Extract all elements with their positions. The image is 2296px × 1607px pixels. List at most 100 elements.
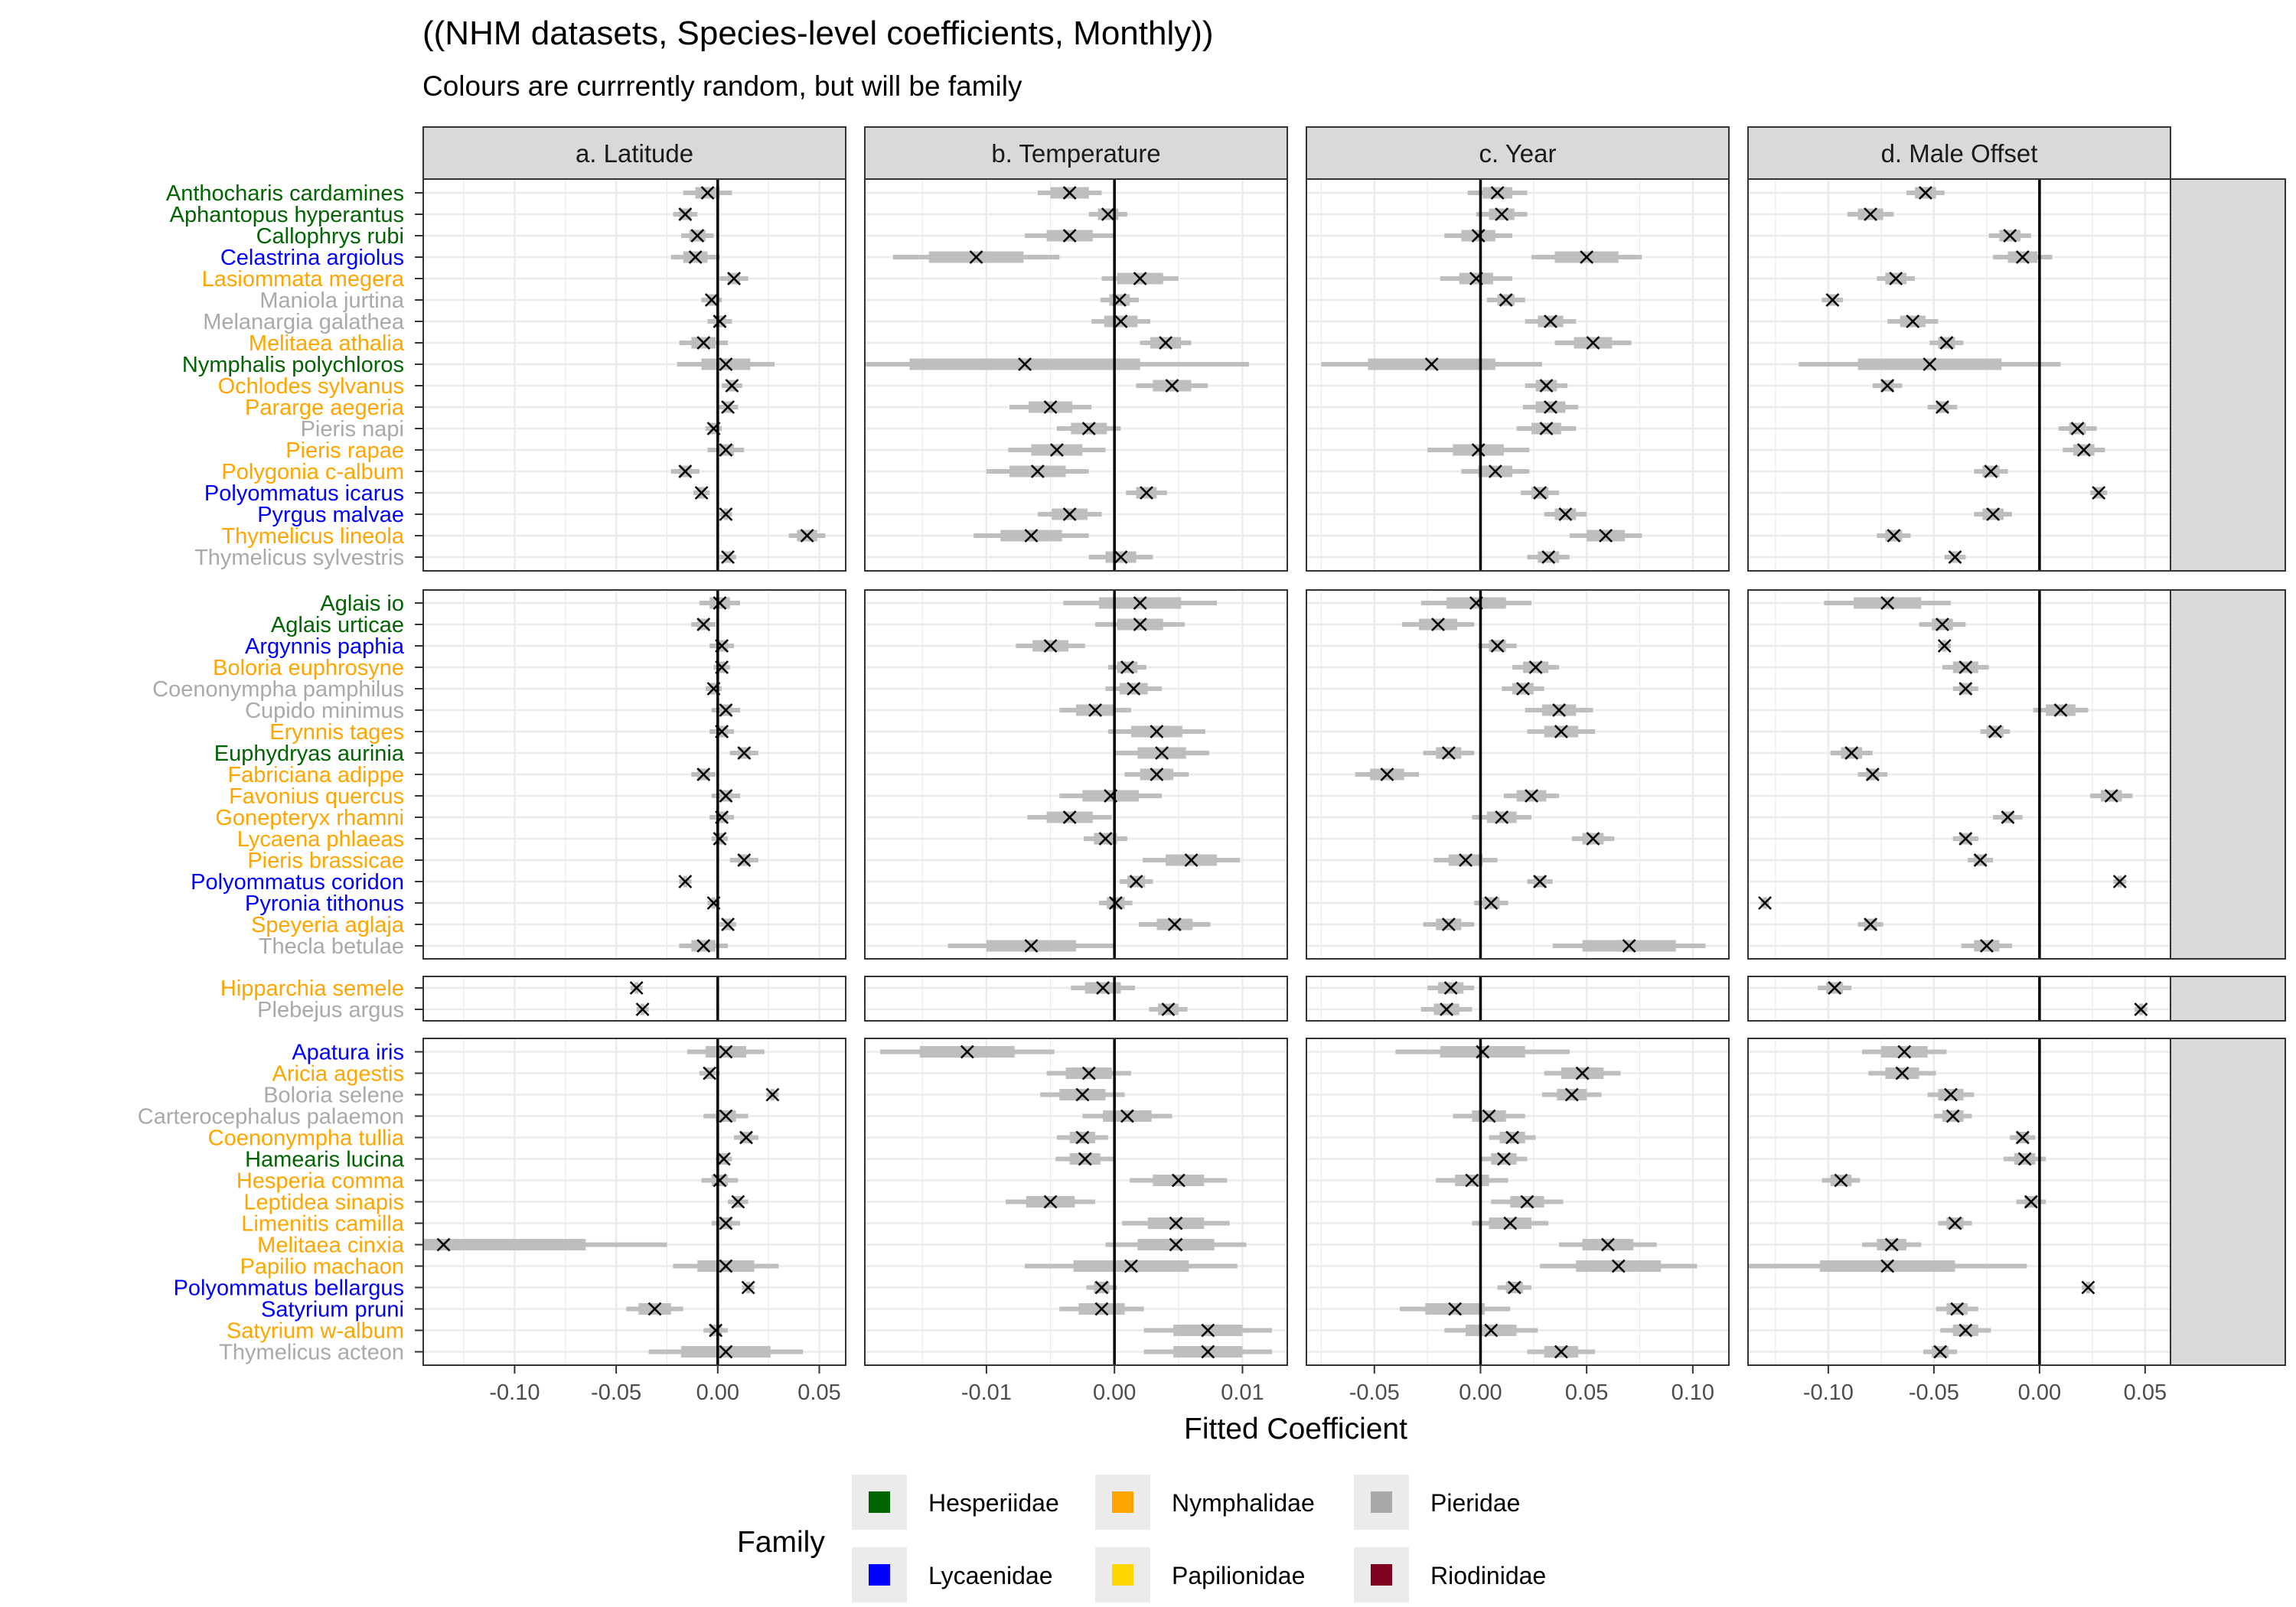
estimate-point <box>1541 550 1556 564</box>
estimate-point <box>688 250 703 264</box>
species-label: Polyommatus icarus <box>204 481 404 506</box>
estimate-point <box>719 1216 733 1231</box>
species-label: Melitaea cinxia <box>257 1234 405 1258</box>
species-label: Polygonia c-album <box>221 460 404 484</box>
panel <box>865 179 1287 571</box>
species-label: Polyommatus bellargus <box>174 1276 404 1301</box>
x-tick-label: 0.00 <box>2018 1380 2061 1405</box>
species-label: Aricia agestis <box>272 1062 404 1087</box>
estimate-point <box>2070 422 2085 435</box>
estimate-point <box>678 207 693 221</box>
estimate-point <box>1945 1109 1960 1123</box>
estimate-point <box>721 918 735 931</box>
species-label: Lasiommata megera <box>202 267 405 292</box>
panel <box>865 976 1287 1021</box>
facet-strip <box>1306 126 1730 180</box>
estimate-point <box>1469 272 1483 285</box>
species-label: Limenitis camilla <box>241 1212 405 1237</box>
estimate-point <box>2015 1130 2030 1145</box>
estimate-point <box>737 746 752 760</box>
estimate-point <box>1150 768 1164 781</box>
estimate-point <box>1958 832 1973 846</box>
estimate-point <box>1133 272 1147 285</box>
estimate-point <box>1544 400 1557 414</box>
estimate-point <box>1533 875 1548 888</box>
estimate-point <box>1124 1259 1138 1273</box>
estimate-point <box>2092 486 2106 500</box>
panel-border <box>864 976 1288 1022</box>
estimate-point <box>1906 315 1920 328</box>
estimate-point <box>1505 1130 1519 1145</box>
estimate-point <box>1184 853 1199 867</box>
legend-label: Pieridae <box>1430 1489 1520 1517</box>
estimate-point <box>716 1152 731 1166</box>
estimate-point <box>719 443 733 457</box>
legend-swatch <box>1112 1564 1133 1586</box>
chart-subtitle: Colours are currrently random, but will … <box>422 70 1022 102</box>
species-label: Aglais urticae <box>271 613 404 637</box>
legend-swatch <box>1371 1564 1392 1586</box>
estimate-point <box>719 789 733 803</box>
species-label: Hesperia comma <box>236 1169 405 1194</box>
estimate-point <box>1544 315 1557 328</box>
estimate-point <box>1201 1323 1215 1338</box>
legend-title: Family <box>737 1526 825 1559</box>
species-label: Erynnis tages <box>269 720 404 745</box>
estimate-point <box>1440 1002 1453 1016</box>
estimate-point <box>1864 207 1877 221</box>
x-tick-label: 0.00 <box>1093 1380 1136 1405</box>
species-label: Maniola jurtina <box>259 288 404 313</box>
estimate-point <box>1528 660 1543 674</box>
species-label: Papilio machaon <box>240 1255 404 1279</box>
estimate-point <box>1062 229 1077 243</box>
estimate-point <box>1986 507 2001 521</box>
row-strip <box>2170 1038 2286 1366</box>
estimate-point <box>731 1195 745 1209</box>
legend-label: Hesperiidae <box>928 1489 1059 1517</box>
species-label: Melanargia galathea <box>203 310 405 334</box>
estimate-point <box>1889 272 1903 285</box>
estimate-point <box>1611 1259 1626 1273</box>
estimate-point <box>715 810 729 824</box>
panel <box>423 179 846 571</box>
estimate-point <box>1155 746 1169 760</box>
estimate-point <box>709 1323 723 1338</box>
species-label: Satyrium pruni <box>261 1298 404 1322</box>
estimate-point <box>1049 443 1064 457</box>
estimate-point <box>1490 639 1505 653</box>
estimate-point <box>678 875 693 888</box>
estimate-point <box>1167 918 1182 931</box>
panel <box>1306 976 1729 1021</box>
panel-border <box>864 589 1288 960</box>
species-label: Speyeria aglaja <box>251 913 405 937</box>
estimate-point <box>1495 810 1509 824</box>
estimate-point <box>1525 789 1538 803</box>
estimate-point <box>1554 725 1568 738</box>
species-label: Hipparchia semele <box>220 976 404 1001</box>
x-tick-label: -0.05 <box>591 1380 641 1405</box>
x-tick-label: -0.05 <box>1349 1380 1400 1405</box>
x-tick-label: 0.00 <box>1459 1380 1502 1405</box>
estimate-point <box>706 682 721 696</box>
row-strip <box>2170 178 2286 572</box>
species-label: Aphantopus hyperantus <box>170 203 404 227</box>
panel-border <box>864 1038 1288 1366</box>
estimate-point <box>1075 1087 1090 1102</box>
estimate-point <box>1599 529 1613 543</box>
estimate-point <box>1533 486 1548 500</box>
x-tick-label: 0.00 <box>696 1380 739 1405</box>
estimate-point <box>1973 853 1988 867</box>
estimate-point <box>719 1259 733 1273</box>
estimate-point <box>690 229 705 243</box>
species-label: Thymelicus sylvestris <box>194 546 404 570</box>
estimate-point <box>1497 1152 1511 1166</box>
estimate-point <box>1094 1302 1109 1316</box>
species-label: Pieris napi <box>301 417 404 442</box>
estimate-point <box>1024 939 1039 953</box>
estimate-point <box>1923 357 1937 371</box>
panel-background <box>1748 179 2170 571</box>
species-label: Leptidea sinapis <box>243 1191 404 1215</box>
species-label: Callophrys rubi <box>256 224 404 249</box>
estimate-point <box>727 272 741 285</box>
